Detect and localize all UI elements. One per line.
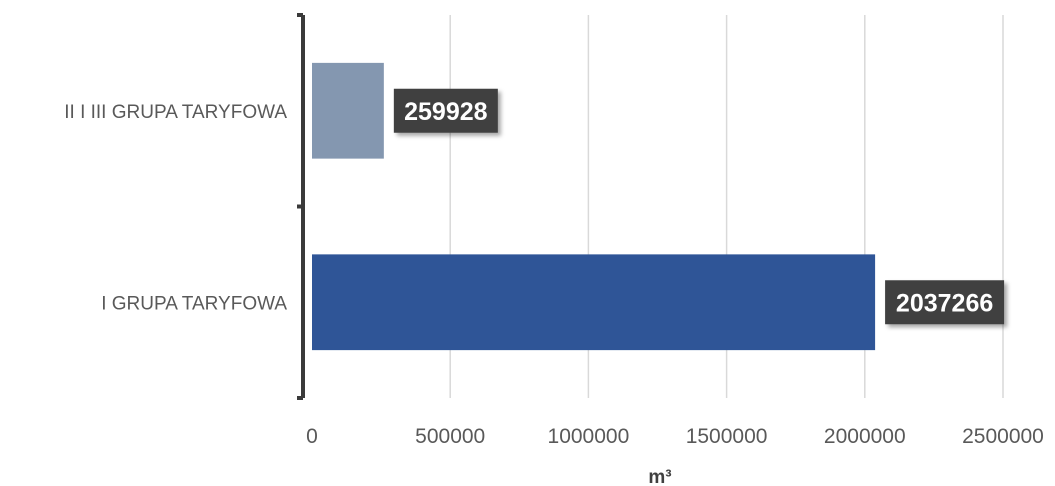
x-tick-label: 2000000: [824, 425, 906, 448]
x-tick-label: 2500000: [962, 425, 1044, 448]
data-label-text: 2037266: [896, 289, 993, 317]
data-labels: 259928 2037266: [393, 88, 1005, 325]
x-tick-label: 1000000: [548, 425, 630, 448]
category-label: II I III GRUPA TARYFOWA: [64, 102, 287, 123]
x-axis-title: m³: [648, 467, 671, 486]
x-tick-labels: 0 500000 1000000 1500000 2000000 2500000: [306, 425, 1044, 448]
data-label: 2037266: [885, 280, 1005, 325]
data-label: 259928: [393, 88, 498, 133]
x-tick-label: 500000: [415, 425, 485, 448]
data-label-box: [885, 280, 1005, 325]
x-tick-label: 0: [306, 425, 318, 448]
x-tick-label: 1500000: [686, 425, 768, 448]
data-label-box: [393, 88, 498, 133]
bar: [312, 62, 384, 159]
bars: [312, 62, 876, 351]
category-axis: [297, 13, 305, 400]
bar: [312, 254, 876, 351]
data-label-text: 259928: [404, 98, 488, 126]
category-label: I GRUPA TARYFOWA: [101, 293, 287, 314]
category-labels: II I III GRUPA TARYFOWA I GRUPA TARYFOWA: [64, 102, 287, 315]
